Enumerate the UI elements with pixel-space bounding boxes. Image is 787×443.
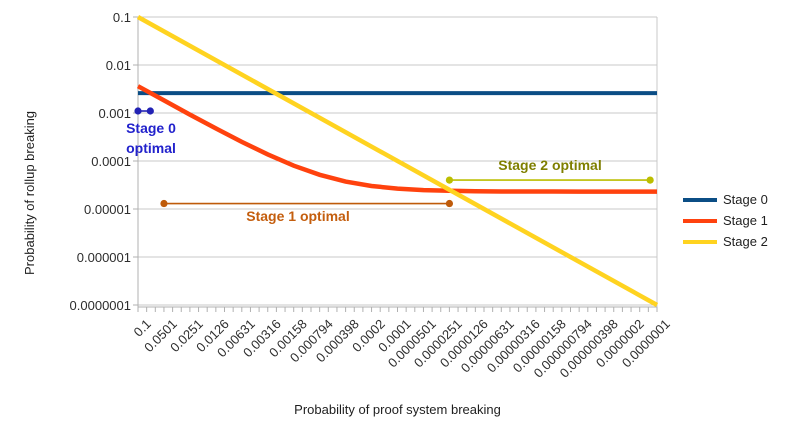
legend-label-stage1: Stage 1 — [723, 213, 768, 228]
legend-swatch-stage0-icon — [683, 198, 717, 202]
y-tick-label: 0.001 — [98, 106, 131, 121]
y-tick-label: 0.00001 — [84, 202, 131, 217]
y-tick-label: 0.01 — [105, 58, 131, 73]
legend-swatch-stage1-icon — [683, 219, 717, 223]
legend-label-stage2: Stage 2 — [723, 234, 768, 249]
legend-swatch-stage2-icon — [683, 240, 717, 244]
legend-item-stage0: Stage 0 — [683, 192, 768, 208]
y-tick-label: 0.1 — [112, 10, 131, 25]
legend-label-stage0: Stage 0 — [723, 192, 768, 207]
y-tick-label: 0.000001 — [76, 250, 131, 265]
annotation-stage1-optimal: Stage 1 optimal — [246, 208, 350, 224]
legend-item-stage2: Stage 2 — [683, 234, 768, 250]
legend-item-stage1: Stage 1 — [683, 213, 768, 229]
y-tick-label: 0.0000001 — [69, 298, 131, 313]
x-axis-title: Probability of proof system breaking — [294, 402, 501, 417]
y-axis-title: Probability of rollup breaking — [22, 110, 37, 275]
annotation-stage2-optimal: Stage 2 optimal — [498, 157, 602, 173]
annotation-stage0-optimal: Stage 0 optimal — [126, 120, 176, 156]
y-tick-label: 0.0001 — [91, 154, 131, 169]
legend: Stage 0 Stage 1 Stage 2 — [683, 192, 768, 255]
